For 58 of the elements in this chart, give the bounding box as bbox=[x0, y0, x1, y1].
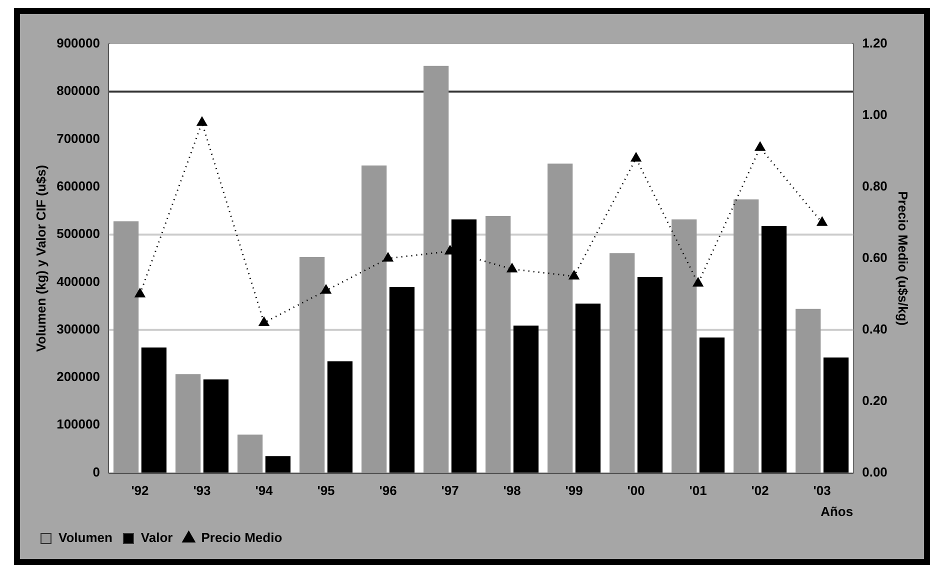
bar bbox=[610, 253, 635, 473]
y-axis-title: Volumen (kg) y Valor CIF (u$s) bbox=[33, 164, 48, 352]
point bbox=[134, 288, 146, 298]
bar bbox=[796, 308, 821, 473]
point bbox=[382, 252, 394, 262]
point bbox=[320, 284, 332, 294]
x-tick-label: '03 bbox=[813, 483, 831, 498]
y-tick-label: 700000 bbox=[56, 130, 100, 146]
bar bbox=[486, 216, 511, 473]
legend-label: Valor bbox=[140, 530, 173, 546]
point bbox=[196, 116, 208, 126]
y2-axis-title: Precio Medio (u$s/kg) bbox=[896, 191, 911, 326]
y-tick-label: 100000 bbox=[56, 416, 100, 432]
point bbox=[630, 152, 642, 162]
bar bbox=[734, 199, 759, 473]
y2-tick-label: 1.20 bbox=[862, 36, 888, 51]
bar bbox=[175, 374, 201, 473]
y2-tick-label: 0.20 bbox=[862, 392, 888, 408]
bar bbox=[362, 165, 387, 473]
bar bbox=[424, 66, 449, 473]
x-tick-label: '92 bbox=[131, 483, 149, 498]
y-tick-label: 300000 bbox=[56, 321, 100, 336]
x-tick-label: '97 bbox=[441, 483, 459, 498]
point bbox=[755, 142, 766, 151]
x-tick-label: '98 bbox=[503, 483, 521, 498]
bar bbox=[548, 164, 573, 473]
y-tick-label: 600000 bbox=[56, 178, 100, 194]
x-tick-label: '96 bbox=[379, 483, 397, 498]
x-axis-title: Años bbox=[820, 504, 854, 519]
y-tick-label: 500000 bbox=[56, 226, 100, 242]
y2-tick-label: 0.00 bbox=[862, 464, 888, 480]
x-tick-label: '02 bbox=[751, 483, 769, 498]
y2-tick-label: 0.40 bbox=[862, 321, 888, 336]
point bbox=[817, 216, 828, 226]
legend-label: Precio Medio bbox=[201, 530, 282, 546]
bar bbox=[300, 256, 325, 473]
y-tick-label: 800000 bbox=[56, 83, 100, 98]
x-tick-label: '93 bbox=[193, 483, 211, 498]
y2-tick-label: 0.60 bbox=[862, 250, 888, 265]
y-tick-label: 400000 bbox=[56, 274, 100, 289]
y2-tick-label: 1.00 bbox=[862, 107, 888, 122]
bar bbox=[237, 434, 263, 473]
point bbox=[692, 278, 704, 287]
y-tick-label: 0 bbox=[92, 464, 100, 480]
legend-label: Volumen bbox=[58, 530, 112, 546]
y-tick-label: 900000 bbox=[56, 36, 100, 51]
x-tick-label: '99 bbox=[565, 483, 583, 498]
bar bbox=[113, 221, 139, 473]
x-tick-label: '00 bbox=[627, 483, 645, 498]
point bbox=[258, 316, 270, 326]
x-tick-label: '01 bbox=[689, 483, 707, 498]
point bbox=[568, 270, 580, 280]
y2-tick-label: 0.80 bbox=[862, 178, 888, 194]
x-tick-label: '94 bbox=[255, 483, 274, 498]
point bbox=[506, 263, 518, 272]
y-tick-label: 200000 bbox=[56, 369, 100, 384]
bar bbox=[672, 219, 697, 473]
x-tick-label: '95 bbox=[317, 483, 335, 498]
